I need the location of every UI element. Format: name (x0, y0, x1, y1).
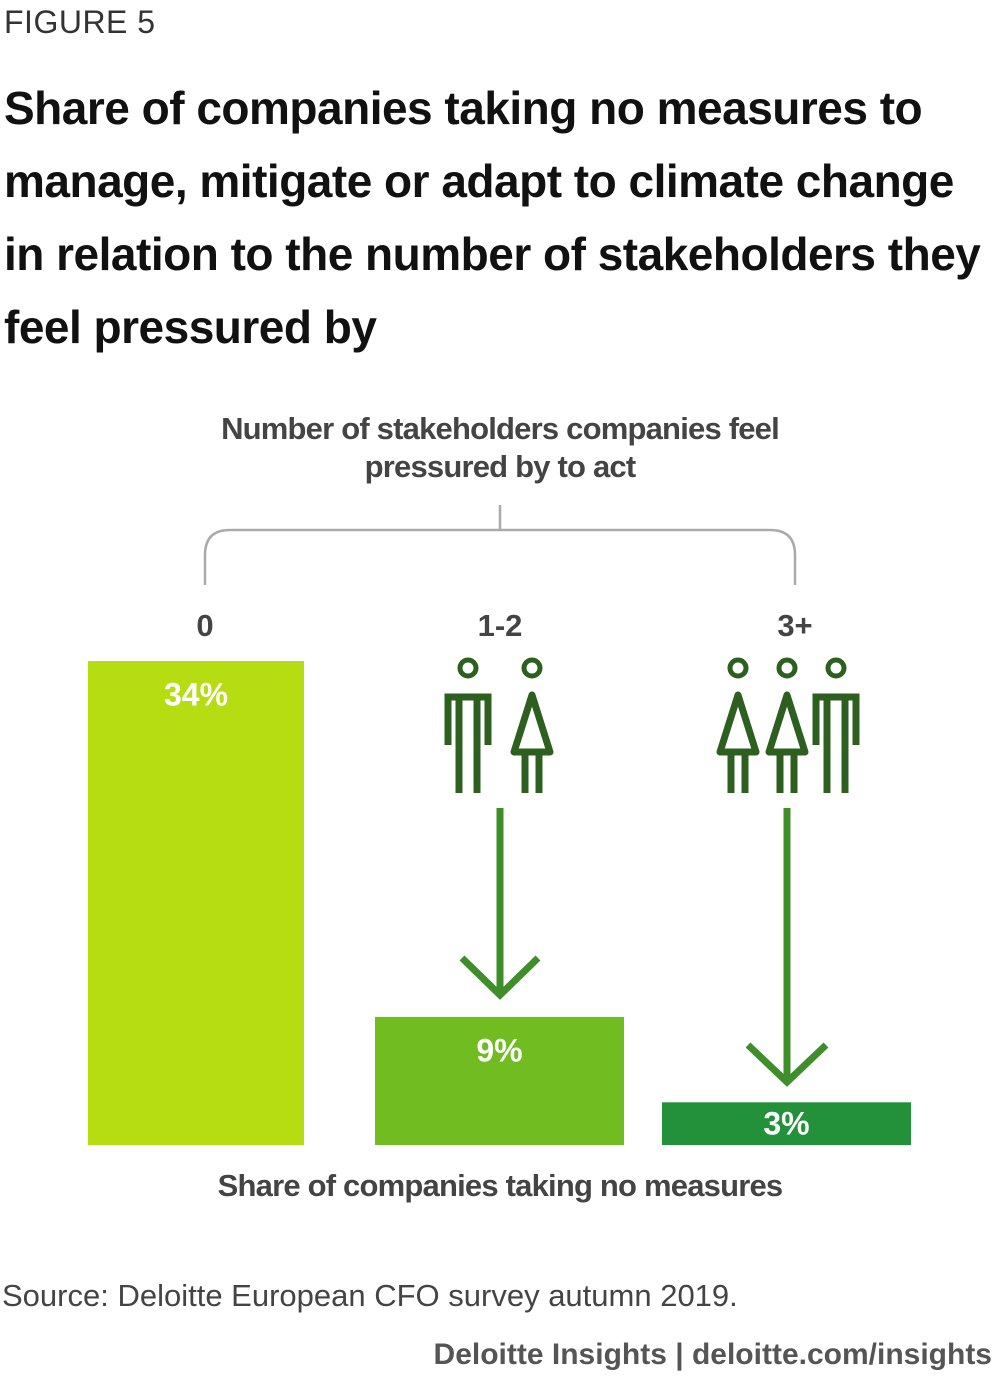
icon (716, 691, 760, 793)
bar (88, 661, 304, 1145)
x-tick-label: 3+ (777, 608, 812, 643)
icon (727, 657, 749, 679)
icon (510, 691, 554, 793)
x-axis-title: Number of stakeholders companies feel pr… (221, 411, 780, 484)
x-tick-label: 1-2 (478, 608, 523, 643)
icon (825, 657, 847, 679)
x-tick-label: 0 (196, 608, 213, 643)
arrow (459, 808, 541, 1000)
data-label: 9% (476, 1032, 522, 1068)
icon (444, 693, 492, 793)
bracket (203, 505, 797, 585)
value-axis-title: Share of companies taking no measures (217, 1168, 784, 1203)
icon (765, 691, 809, 793)
icon (457, 657, 479, 679)
source: Source: Deloitte European CFO survey aut… (2, 1278, 738, 1313)
bar (662, 1102, 911, 1145)
icon (776, 657, 798, 679)
icon (521, 657, 543, 679)
figure-label: FIGURE 5 (4, 4, 156, 40)
data-label: 34% (164, 676, 228, 712)
arrow (745, 808, 829, 1087)
footer: Deloitte Insights | deloitte.com/insight… (433, 1338, 992, 1371)
chart-title: Share of companies taking no measures to… (4, 82, 981, 353)
bar (375, 1016, 624, 1145)
icon (812, 693, 860, 793)
data-label: 3% (763, 1106, 809, 1142)
